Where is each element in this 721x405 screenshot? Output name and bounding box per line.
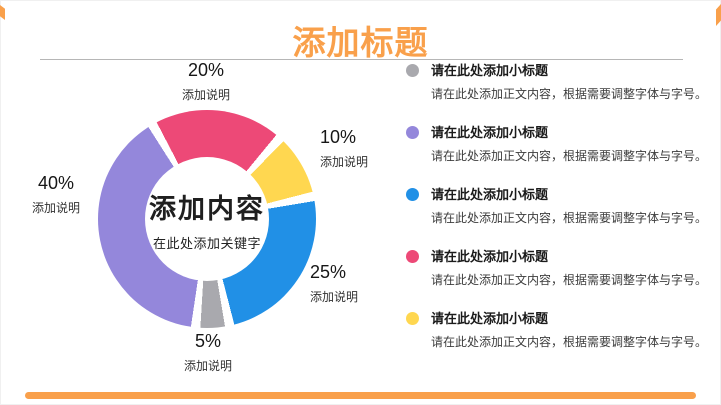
segment-label-right-top: 10% 添加说明 [320, 127, 368, 170]
donut-chart: 添加内容 在此处添加关键字 [98, 110, 316, 328]
segment-note: 添加说明 [181, 88, 230, 102]
bullet-dot-icon [406, 312, 419, 325]
list-item: 请在此处添加小标题 请在此处添加正文内容，根据需要调整字体与字号。 [406, 310, 708, 350]
list-item-header: 请在此处添加小标题 [406, 124, 696, 141]
donut-center-title: 添加内容 [149, 193, 265, 224]
list-item-title: 请在此处添加小标题 [431, 249, 549, 264]
segment-note: 添加说明 [320, 155, 369, 169]
segment-label-left: 40% 添加说明 [12, 173, 100, 216]
bullet-dot-icon [406, 188, 419, 201]
list-item-header: 请在此处添加小标题 [406, 62, 696, 79]
title-divider [40, 59, 683, 60]
list-item-body: 请在此处添加正文内容，根据需要调整字体与字号。 [431, 149, 708, 163]
text-list: 请在此处添加小标题 请在此处添加正文内容，根据需要调整字体与字号。 请在此处添加… [406, 62, 708, 372]
list-item-header: 请在此处添加小标题 [406, 186, 696, 203]
segment-percent: 20% [187, 60, 225, 80]
list-item: 请在此处添加小标题 请在此处添加正文内容，根据需要调整字体与字号。 [406, 124, 708, 164]
bullet-dot-icon [406, 250, 419, 263]
list-item-title: 请在此处添加小标题 [431, 311, 549, 326]
right-edge-accent [716, 4, 721, 26]
segment-percent: 40% [37, 173, 75, 193]
list-item-title: 请在此处添加小标题 [431, 63, 549, 78]
segment-percent: 25% [310, 262, 347, 282]
list-item-title: 请在此处添加小标题 [431, 187, 549, 202]
donut-center: 添加内容 在此处添加关键字 [145, 157, 269, 281]
list-item-body: 请在此处添加正文内容，根据需要调整字体与字号。 [431, 335, 708, 349]
slide-title: 添加标题 [292, 24, 429, 61]
list-item-body: 请在此处添加正文内容，根据需要调整字体与字号。 [431, 87, 708, 101]
list-item-body: 请在此处添加正文内容，根据需要调整字体与字号。 [431, 273, 708, 287]
segment-label-top: 20% 添加说明 [158, 60, 254, 103]
segment-percent: 10% [320, 127, 357, 147]
segment-note: 添加说明 [31, 201, 80, 215]
segment-note: 添加说明 [310, 290, 359, 304]
list-item-header: 请在此处添加小标题 [406, 248, 696, 265]
donut-center-subtitle: 在此处添加关键字 [152, 235, 261, 251]
list-item-header: 请在此处添加小标题 [406, 310, 696, 327]
list-item-title: 请在此处添加小标题 [431, 125, 549, 140]
list-item-body: 请在此处添加正文内容，根据需要调整字体与字号。 [431, 211, 708, 225]
segment-label-right-bottom: 25% 添加说明 [310, 262, 358, 305]
bottom-accent-bar [25, 392, 696, 399]
bullet-dot-icon [406, 126, 419, 139]
bullet-dot-icon [406, 64, 419, 77]
left-edge-accent [0, 5, 5, 20]
list-item: 请在此处添加小标题 请在此处添加正文内容，根据需要调整字体与字号。 [406, 62, 708, 102]
segment-percent: 5% [194, 331, 221, 351]
segment-note: 添加说明 [183, 359, 232, 373]
segment-label-bottom: 5% 添加说明 [160, 331, 256, 374]
list-item: 请在此处添加小标题 请在此处添加正文内容，根据需要调整字体与字号。 [406, 248, 708, 288]
list-item: 请在此处添加小标题 请在此处添加正文内容，根据需要调整字体与字号。 [406, 186, 708, 226]
